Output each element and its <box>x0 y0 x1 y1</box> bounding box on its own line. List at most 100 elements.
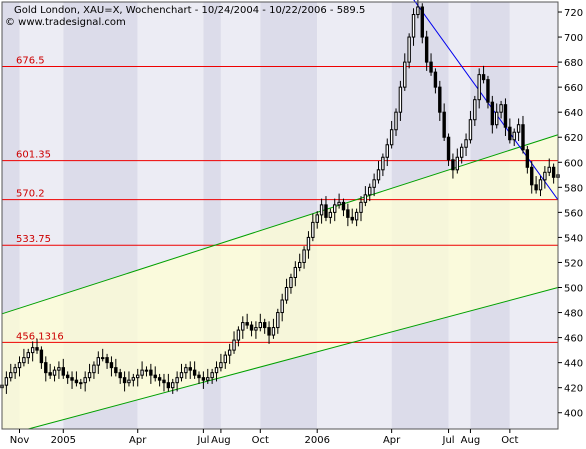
candle-body <box>48 372 52 376</box>
candle-body <box>254 327 258 331</box>
candle-body <box>65 374 70 379</box>
y-tick-label: 600 <box>564 158 583 169</box>
candle-body <box>166 382 171 389</box>
candle-body <box>499 104 503 113</box>
candle-body <box>346 209 350 218</box>
candle-body <box>508 126 512 141</box>
x-tick-label: Nov <box>10 435 30 446</box>
candle-body <box>17 362 22 369</box>
y-tick-label: 580 <box>564 183 583 194</box>
candle-body <box>175 377 179 384</box>
candle-body <box>105 357 109 364</box>
candle-body <box>262 322 267 329</box>
candle-body <box>481 74 486 81</box>
candle-body <box>267 327 271 336</box>
candle-body <box>258 322 263 329</box>
level-label: 570.2 <box>16 189 45 200</box>
candle-body <box>276 312 280 329</box>
level-label: 676.5 <box>16 55 45 66</box>
candle-body <box>359 201 363 213</box>
y-tick-label: 520 <box>564 258 583 269</box>
candle-body <box>87 372 92 379</box>
candle-body <box>100 357 105 360</box>
x-tick-label: Oct <box>252 435 269 446</box>
candle-body <box>473 99 477 121</box>
candle-body <box>236 329 241 341</box>
candle-body <box>416 6 420 16</box>
candle-body <box>424 36 429 63</box>
candle-body <box>74 379 79 384</box>
candle-body <box>122 377 127 384</box>
candle-body <box>79 382 83 385</box>
candle-body <box>490 101 495 126</box>
candle-body <box>350 216 354 221</box>
y-tick-label: 620 <box>564 133 583 144</box>
candle-body <box>512 131 516 141</box>
candle-body <box>486 79 490 103</box>
candle-body <box>109 362 114 369</box>
plot-frame <box>1 1 559 430</box>
candle-body <box>306 236 311 251</box>
candle-body <box>232 339 236 351</box>
candle-body <box>188 367 192 371</box>
candle-body <box>455 156 460 171</box>
candle-body <box>223 354 227 364</box>
x-tick-label: 2006 <box>304 435 329 446</box>
trend-lines <box>1 0 559 430</box>
candle-body <box>459 146 464 158</box>
candle-body <box>446 136 451 161</box>
candle-body <box>70 377 74 381</box>
candle-body <box>311 221 315 238</box>
candle-body <box>525 149 530 168</box>
candle-body <box>210 372 214 379</box>
candle-body <box>495 111 499 126</box>
candle-body <box>26 352 30 359</box>
candle-body <box>407 36 411 63</box>
candle-body <box>136 374 140 379</box>
candle-body <box>534 184 538 191</box>
y-tick-label: 660 <box>564 83 583 94</box>
candle-body <box>376 169 381 181</box>
candle-body <box>297 261 302 268</box>
candle-body <box>96 357 101 366</box>
channel-lower-line <box>28 287 559 430</box>
y-tick-label: 400 <box>564 409 583 420</box>
candle-body <box>337 201 341 206</box>
candle-body <box>241 322 245 331</box>
candle-body <box>9 372 13 379</box>
y-tick-label: 460 <box>564 334 583 345</box>
candle-body <box>403 61 407 88</box>
candle-body <box>551 166 556 178</box>
candle-body <box>289 276 293 289</box>
candle-body <box>354 211 359 221</box>
candle-body <box>368 186 372 196</box>
y-tick-label: 480 <box>564 309 583 320</box>
candle-body <box>39 349 44 364</box>
candle-body <box>184 367 188 374</box>
candle-body <box>433 71 438 88</box>
candle-body <box>547 166 551 173</box>
candle-body <box>149 369 153 376</box>
y-tick-label: 680 <box>564 58 583 69</box>
candle-body <box>271 327 276 336</box>
x-axis: Nov 2005 Apr Jul Aug Oct 2006 Apr Jul Aug Oct <box>10 429 519 446</box>
candle-body <box>61 367 65 376</box>
candle-body <box>538 179 543 191</box>
channel-upper-line <box>1 134 559 315</box>
candle-body <box>333 204 337 213</box>
candle-body <box>57 367 61 371</box>
candle-body <box>52 369 57 376</box>
y-tick-label: 560 <box>564 208 583 219</box>
candle-body <box>543 171 547 181</box>
x-tick-label: Aug <box>211 435 231 446</box>
x-tick-label: Oct <box>501 435 518 446</box>
candle-body <box>179 372 184 379</box>
candle-body <box>245 322 249 326</box>
y-tick-label: 500 <box>564 284 583 295</box>
candle-body <box>201 377 206 381</box>
y-axis: 400 420 440 460 480 500 520 540 560 580 600 620 640 6… <box>558 8 583 420</box>
candle-body <box>429 61 433 73</box>
x-tick-label: Jul <box>442 435 455 446</box>
